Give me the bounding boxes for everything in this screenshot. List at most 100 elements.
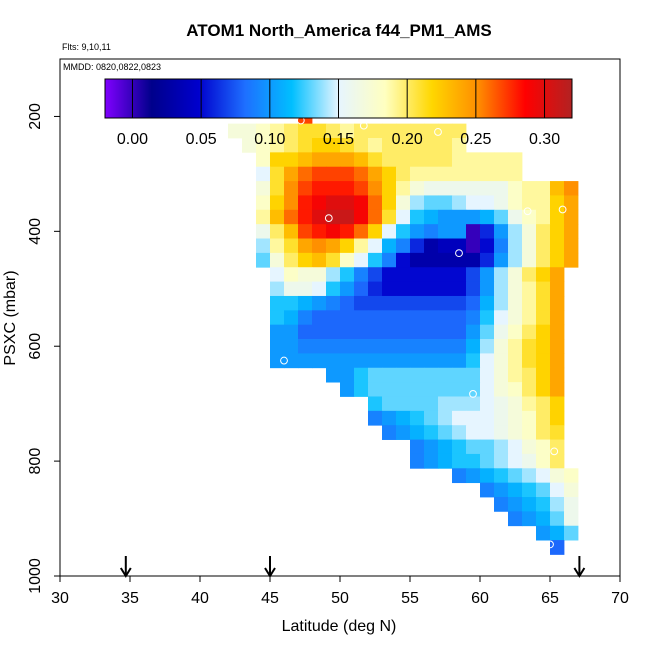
heatmap-cell [438,310,453,326]
heatmap-cell [480,267,495,282]
heatmap-cell [396,166,411,182]
heatmap-cell [466,324,481,340]
sample-marker [434,128,442,136]
sample-marker [469,390,477,398]
colorbar-tick-label: 0.25 [460,131,491,148]
heatmap-cell [284,252,299,268]
x-tick-label: 35 [121,590,139,607]
heatmap-cell [536,353,551,369]
sample-marker [280,356,288,365]
heatmap-cell [354,152,369,168]
heatmap-cell [340,353,355,369]
heatmap-cell [298,166,313,182]
heatmap-cell [340,238,355,254]
x-tick-label: 70 [611,590,629,607]
heatmap-cell [410,252,425,268]
heatmap-cell [368,410,383,426]
heatmap-cell [396,267,411,282]
heatmap-cell [564,195,579,211]
heatmap-cell [424,137,439,153]
x-axis-ticks: 30 35 40 45 50 55 60 65 70 [51,576,629,607]
heatmap-cell [466,468,481,484]
heatmap-cell [396,396,411,412]
heatmap-cell [452,410,467,426]
heatmap-cell [508,339,523,354]
heatmap-cell [494,195,509,211]
heatmap-cell [550,195,565,211]
heatmap-cell [494,396,509,412]
heatmap-cell [536,339,551,354]
heatmap-cell [522,353,537,369]
heatmap-cell [270,195,285,211]
heatmap-cell [480,425,495,440]
heatmap-cell [480,252,495,268]
heatmap-cell [326,152,341,168]
heatmap-cell [438,439,453,455]
heatmap-cell [536,209,551,225]
heatmap-cell [424,453,439,469]
heatmap-cell [298,137,313,153]
heatmap-cell [410,224,425,239]
heatmap-cell [550,425,565,440]
heatmap-cell [410,310,425,326]
heatmap-cell [536,468,551,484]
heatmap-cell [480,281,495,297]
heatmap-cell [494,281,509,297]
heatmap-cell [494,410,509,426]
heatmap-cell [340,267,355,282]
heatmap-cell [382,367,397,383]
heatmap-cell [270,252,285,268]
heatmap-cell [508,281,523,297]
heatmap-cell [270,123,285,139]
heatmap-cell [494,453,509,469]
x-tick-label: 55 [401,590,419,607]
heatmap-cell [424,195,439,211]
heatmap-cell [368,123,383,139]
heatmap-cell [522,396,537,412]
heatmap-cell [536,525,551,541]
heatmap-cell [452,281,467,297]
heatmap-cell [466,195,481,211]
heatmap-cell [284,137,299,153]
heatmap-cell [452,123,467,139]
heatmap-cell [382,137,397,153]
heatmap-cell [452,310,467,326]
colorbar: 0.00 0.05 0.10 0.15 0.20 0.25 0.30 [104,78,573,148]
heatmap-cell [536,425,551,440]
x-tick-label: 50 [331,590,349,607]
heatmap-cell [382,339,397,354]
heatmap-cell [438,367,453,383]
heatmap-cell [382,252,397,268]
heatmap-cell [452,468,467,484]
heatmap-cell [536,367,551,383]
heatmap-cell [480,324,495,340]
heatmap-cell [522,195,537,211]
heatmap-cell [270,324,285,340]
heatmap-cell [424,267,439,282]
heatmap-cell [494,152,509,168]
sample-marker [550,447,559,456]
heatmap-cell [466,238,481,254]
heatmap-cell [508,453,523,469]
heatmap-cell [536,324,551,340]
heatmap-cell [270,152,285,168]
heatmap-cell [396,181,411,196]
heatmap-cell [298,310,313,326]
heatmap-cell [354,281,369,297]
heatmap-cell [298,295,313,311]
heatmap-cell [298,339,313,354]
heatmap-cell [382,382,397,397]
heatmap-cell [284,224,299,239]
heatmap-cell [340,123,355,139]
heatmap-cell [480,238,495,254]
heatmap-cell [284,281,299,297]
heatmap-cell [494,497,509,512]
heatmap-cell [480,181,495,196]
heatmap-cell [550,439,565,455]
heatmap-cell [340,281,355,297]
heatmap-cell [410,295,425,311]
heatmap-cell [522,367,537,383]
heatmap-cell [466,382,481,397]
colorbar-ticks: 0.00 0.05 0.10 0.15 0.20 0.25 0.30 [117,79,560,148]
heatmap-cell [396,224,411,239]
